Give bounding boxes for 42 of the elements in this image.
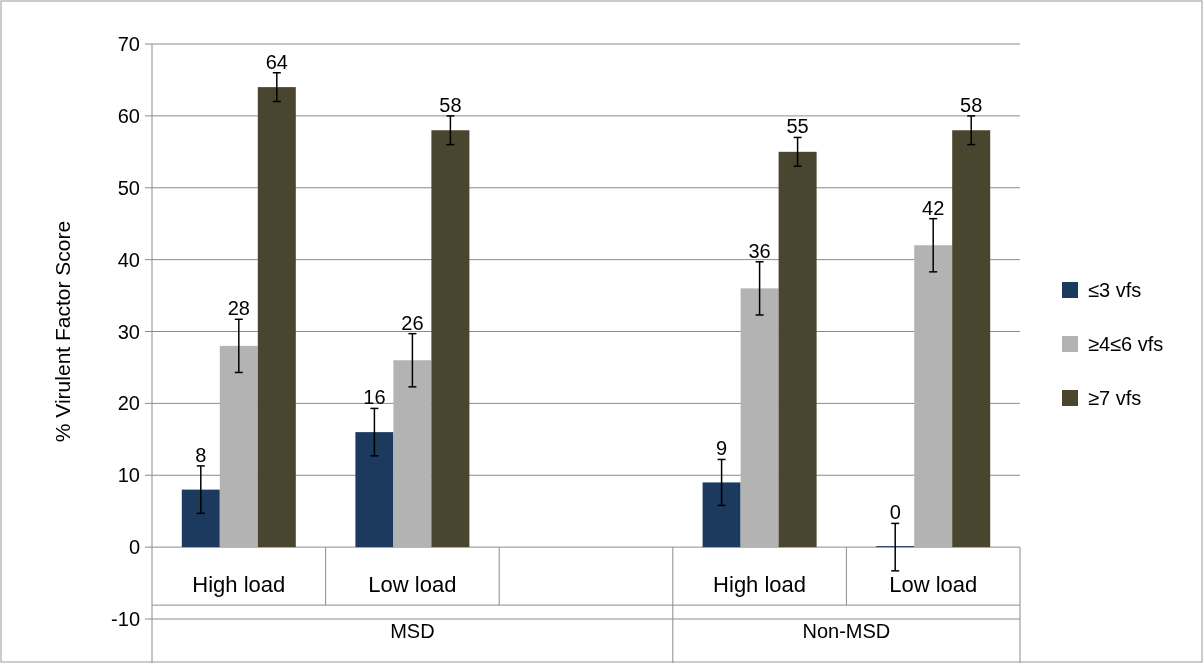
y-tick-label: 20 — [117, 392, 140, 415]
text: Non-MSD — [802, 620, 891, 643]
legend-label: ≥7 vfs — [1088, 387, 1142, 409]
bar — [740, 288, 779, 548]
bar — [914, 245, 953, 548]
y-tick-label: 50 — [117, 176, 140, 199]
bar — [181, 489, 220, 548]
data-label: 16 — [363, 386, 386, 409]
data-label: 58 — [960, 93, 983, 116]
data-label: 28 — [227, 297, 250, 320]
bar — [219, 345, 258, 548]
data-label: 0 — [889, 501, 901, 524]
y-tick-label: 10 — [117, 464, 140, 487]
data-label: 8 — [195, 443, 207, 466]
bar — [952, 130, 991, 548]
y-tick-label: 60 — [117, 104, 140, 127]
y-axis-title: % Virulent Factor Score — [51, 220, 74, 443]
data-label: 55 — [786, 115, 809, 138]
data-label: 36 — [748, 239, 771, 262]
data-label: 26 — [401, 311, 424, 334]
x-tick-label: Low load — [889, 572, 978, 598]
data-label: 64 — [265, 50, 288, 73]
y-tick-label: 40 — [117, 248, 140, 271]
data-label: 9 — [716, 437, 728, 460]
x-tick-label: High load — [713, 572, 807, 598]
y-tick-label: 0 — [128, 536, 140, 559]
data-label: 42 — [922, 196, 945, 219]
x-tick-label: Low load — [368, 572, 457, 598]
bar — [702, 482, 741, 548]
y-tick-label: 30 — [117, 320, 140, 343]
bar — [355, 432, 394, 548]
bar — [393, 360, 432, 548]
bar — [431, 130, 470, 548]
x-tick-label: High load — [192, 572, 286, 598]
legend-label: ≤3 vfs — [1088, 279, 1142, 301]
legend-label: ≥4≤6 vfs — [1088, 333, 1164, 355]
data-label: 58 — [439, 93, 462, 116]
bar — [778, 151, 817, 548]
y-tick-label: 70 — [117, 33, 140, 55]
y-tick-label: -10 — [111, 608, 140, 630]
text: MSD — [390, 620, 435, 643]
bar — [257, 87, 296, 548]
